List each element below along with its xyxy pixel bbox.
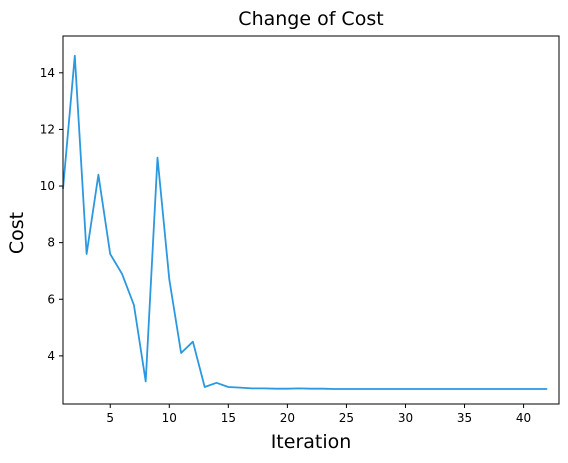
y-tick-label: 4 bbox=[47, 349, 55, 363]
plot-area: 5 10 15 20 25 30 35 40 4 6 8 10 12 14 bbox=[40, 35, 560, 425]
y-tick-label: 14 bbox=[40, 66, 55, 80]
x-tick-label: 25 bbox=[339, 411, 354, 425]
x-tick-label: 15 bbox=[221, 411, 236, 425]
x-tick-label: 5 bbox=[106, 411, 114, 425]
x-tick-label: 35 bbox=[457, 411, 472, 425]
x-tick-label: 20 bbox=[280, 411, 295, 425]
y-tick-label: 12 bbox=[40, 122, 55, 136]
y-tick-label: 8 bbox=[47, 236, 55, 250]
x-tick-label: 30 bbox=[398, 411, 413, 425]
y-tick-label: 10 bbox=[40, 179, 55, 193]
y-tick-label: 6 bbox=[47, 292, 55, 306]
x-tick-label: 40 bbox=[516, 411, 531, 425]
chart-title: Change of Cost bbox=[238, 8, 383, 30]
cost-series-line bbox=[62, 54, 548, 390]
x-tick-label: 10 bbox=[162, 411, 177, 425]
x-axis-label: Iteration bbox=[271, 431, 352, 453]
plot-frame bbox=[62, 35, 560, 405]
y-axis-label: Cost bbox=[6, 212, 28, 254]
